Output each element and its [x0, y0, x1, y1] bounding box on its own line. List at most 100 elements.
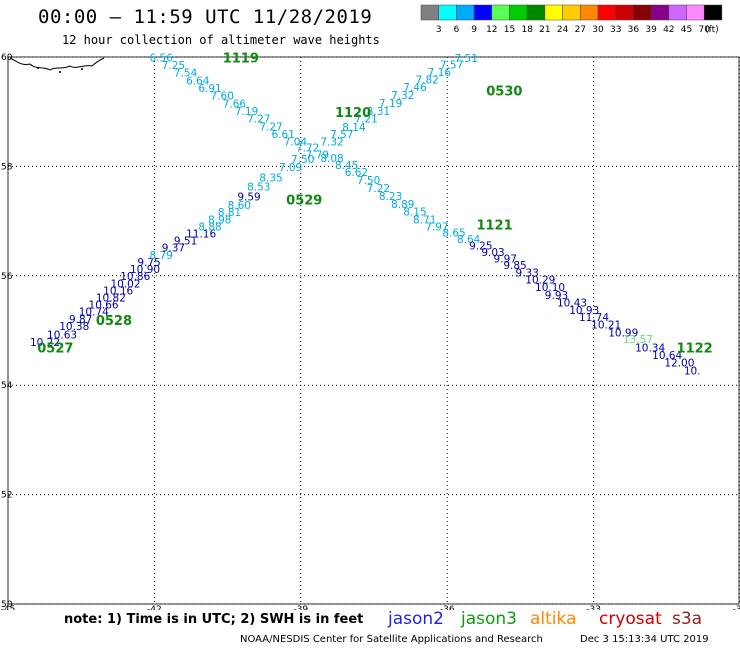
swh-value: 10.74 — [79, 307, 109, 319]
swh-value: 12.00 — [664, 358, 694, 370]
lat-tick-label: 54 — [1, 381, 13, 391]
swh-value: 7.50 — [357, 175, 380, 187]
lon-tick-label: -42 — [147, 605, 162, 610]
swh-value: 10.90 — [130, 264, 160, 276]
lat-tick-label: 60 — [1, 53, 13, 63]
lon-tick-label: -30 — [733, 605, 740, 610]
swh-value: 6.56 — [150, 52, 174, 64]
pass-time-label: 1121 — [476, 218, 512, 233]
legend-bin-label: 33 — [610, 25, 621, 35]
swh-value: 10.16 — [103, 285, 133, 297]
swh-value: 7.04 — [284, 137, 308, 149]
swh-color-legend: 3 6 9 12 15 18 21 24 27 30 33 36 39 42 45 70(ft) — [420, 4, 723, 35]
pass-time-label: 0530 — [486, 84, 522, 99]
swh-value: 7.60 — [211, 91, 234, 103]
swh-value: 10.34 — [635, 342, 665, 354]
swh-value: 7.57 — [330, 129, 353, 141]
legend-unit: (ft) — [705, 25, 719, 35]
swh-value: 8.60 — [228, 200, 251, 212]
swh-value: 8.81 — [218, 207, 241, 219]
swh-value: 7.27 — [259, 121, 282, 133]
swh-value: 8.53 — [247, 181, 270, 193]
swh-value: 9.97 — [494, 254, 517, 266]
swh-value: 8.35 — [259, 173, 282, 185]
lon-tick-label: -39 — [293, 605, 308, 610]
swh-value: 7.66 — [223, 98, 247, 110]
swh-value: 7.09 — [279, 162, 302, 174]
pass-time-label: 1122 — [677, 341, 713, 356]
swh-value: 13.57 — [623, 334, 653, 346]
swh-value: 6.61 — [272, 129, 295, 141]
swh-value: 8.64 — [457, 234, 481, 246]
swh-value: 10.86 — [120, 271, 150, 283]
satellite-jason3: jason3 — [461, 609, 517, 629]
footnote: note: 1) Time is in UTC; 2) SWH is in fe… — [64, 612, 364, 627]
swh-value: 7.57 — [440, 59, 463, 71]
swh-value: 9.03 — [481, 247, 504, 259]
lat-tick-label: 52 — [1, 491, 12, 501]
swh-value: 6.64 — [186, 75, 210, 87]
swh-value: 8.71 — [413, 214, 436, 226]
legend-bin-label: 36 — [628, 25, 640, 35]
swh-value: 7.16 — [428, 67, 452, 79]
swh-value: 9.85 — [503, 260, 526, 272]
swh-value: 9.59 — [237, 191, 260, 203]
swh-value: 8.88 — [198, 221, 221, 233]
legend-swatch — [703, 4, 723, 21]
swh-value: 11.16 — [186, 229, 216, 241]
swh-value: 7.82 — [415, 74, 438, 86]
legend-bin-label: 9 — [471, 25, 477, 35]
swh-value: 8.14 — [342, 122, 366, 134]
legend-bin-label: 70 — [698, 25, 710, 35]
swh-value: 8.45 — [335, 160, 358, 172]
swh-value: 10.38 — [59, 321, 89, 333]
swh-value: 8.15 — [403, 207, 426, 219]
lon-tick-label: -36 — [440, 605, 455, 610]
swh-value: 7.22 — [367, 183, 390, 195]
legend-bin-label: 27 — [575, 25, 586, 35]
swh-value: 10.64 — [652, 350, 682, 362]
credit-line: NOAA/NESDIS Center for Satellite Applica… — [240, 634, 543, 645]
swh-value: 10. — [684, 365, 701, 377]
swh-value: 8.65 — [442, 227, 465, 239]
map-title: 00:00 – 11:59 UTC 11/28/2019 — [38, 6, 373, 28]
lat-tick-label: 50 — [1, 600, 13, 610]
swh-value: 9.37 — [162, 243, 185, 255]
pass-time-label: 0528 — [96, 314, 132, 329]
swh-value: 10.63 — [47, 330, 77, 342]
graticule — [7, 56, 740, 605]
coastline — [9, 57, 105, 73]
legend-bin-label: 42 — [663, 25, 674, 35]
swh-value: 7.27 — [247, 114, 270, 126]
altimeter-track: 6.567.257.546.646.917.607.667.197.277.27… — [150, 51, 713, 377]
swh-value: 9.51 — [174, 236, 197, 248]
lat-tick-label: 58 — [1, 162, 13, 172]
swh-value: 10.99 — [608, 328, 638, 340]
legend-bin-label: 3 — [436, 25, 442, 35]
swh-value: 10.22 — [30, 337, 60, 349]
swh-value: 7.25 — [162, 60, 185, 72]
swh-value: 6.62 — [345, 167, 368, 179]
legend-bin-label: 6 — [454, 25, 460, 35]
altimeter-track: 10.2210.6310.389.8710.7410.6610.8210.161… — [30, 53, 522, 356]
swh-value: 10.29 — [525, 274, 555, 286]
swh-value: 10.82 — [96, 293, 126, 305]
swh-value: 8.79 — [150, 250, 173, 262]
swh-value: 8.89 — [391, 199, 414, 211]
swh-value: 7.79 — [306, 150, 329, 162]
legend-bin-label: 45 — [681, 25, 692, 35]
swh-value: 9.75 — [137, 257, 160, 269]
swh-value: 7.46 — [403, 82, 427, 94]
satellite-s3a: s3a — [672, 609, 703, 629]
satellite-cryosat: cryosat — [599, 609, 662, 629]
lat-tick-label: 56 — [1, 272, 13, 282]
swh-value: 10.93 — [569, 305, 599, 317]
swh-value: 7.32 — [391, 90, 414, 102]
map-subtitle: 12 hour collection of altimeter wave hei… — [62, 33, 380, 47]
swh-value: 7.54 — [174, 68, 198, 80]
swh-value: 10.21 — [591, 319, 621, 331]
swh-value: 8.08 — [320, 153, 343, 165]
pass-time-label: 1120 — [335, 106, 371, 121]
swh-value: 10.43 — [557, 297, 587, 309]
